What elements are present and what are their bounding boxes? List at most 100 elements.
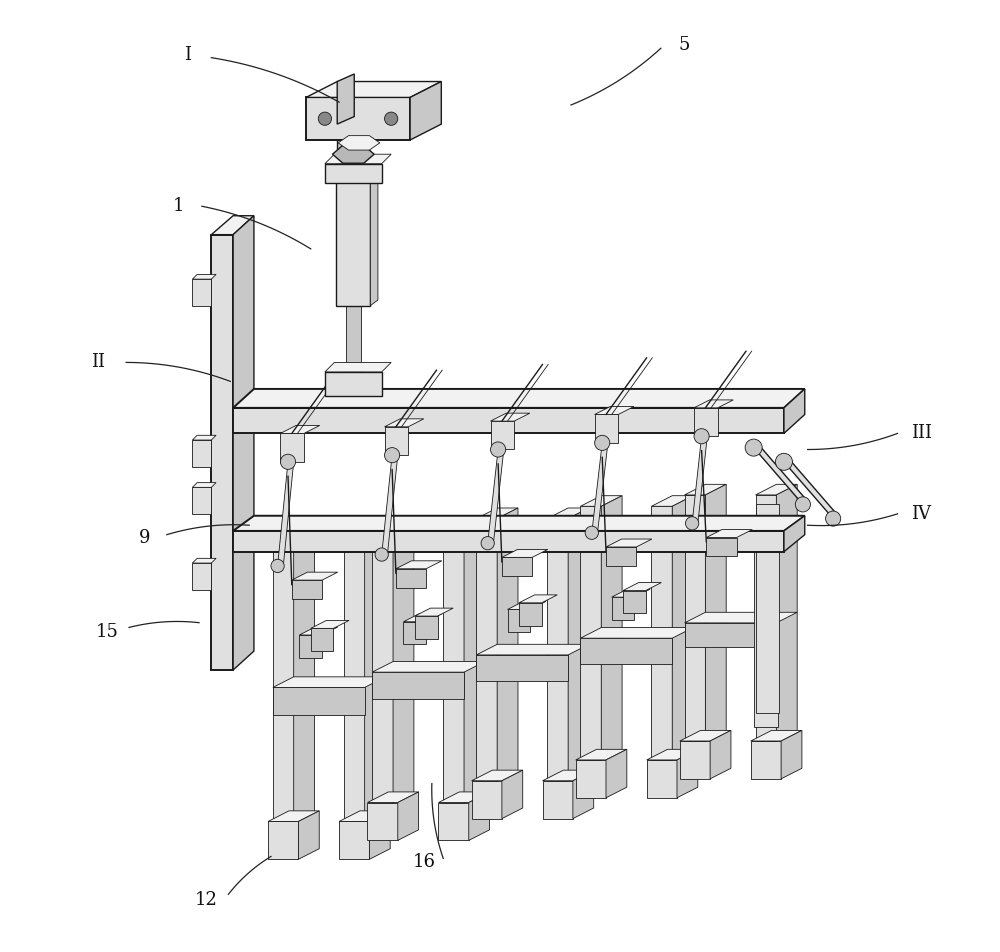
Polygon shape: [325, 154, 391, 164]
Polygon shape: [192, 279, 211, 306]
Circle shape: [385, 447, 400, 463]
Polygon shape: [369, 811, 390, 860]
Polygon shape: [311, 621, 349, 628]
Polygon shape: [233, 407, 784, 433]
Circle shape: [745, 439, 762, 456]
Polygon shape: [647, 760, 677, 798]
Polygon shape: [705, 485, 726, 741]
Polygon shape: [497, 508, 518, 781]
Polygon shape: [592, 443, 608, 533]
Polygon shape: [292, 572, 338, 580]
Polygon shape: [278, 462, 294, 566]
Polygon shape: [706, 529, 752, 538]
Polygon shape: [612, 597, 634, 620]
Polygon shape: [680, 730, 731, 741]
Polygon shape: [685, 623, 776, 647]
Polygon shape: [476, 655, 568, 681]
Polygon shape: [299, 627, 338, 635]
Polygon shape: [367, 792, 419, 803]
Circle shape: [795, 497, 810, 512]
Polygon shape: [233, 516, 805, 531]
Polygon shape: [415, 608, 453, 616]
Polygon shape: [751, 741, 781, 779]
Polygon shape: [543, 770, 594, 781]
Circle shape: [826, 511, 841, 526]
Polygon shape: [573, 770, 594, 819]
Polygon shape: [211, 216, 254, 234]
Polygon shape: [519, 603, 542, 625]
Polygon shape: [403, 614, 442, 622]
Polygon shape: [306, 97, 410, 140]
Polygon shape: [647, 749, 698, 760]
Polygon shape: [568, 508, 589, 781]
Polygon shape: [502, 557, 532, 576]
Polygon shape: [476, 519, 497, 781]
Polygon shape: [672, 496, 693, 760]
Polygon shape: [365, 531, 385, 822]
Polygon shape: [784, 458, 837, 519]
Polygon shape: [294, 531, 314, 822]
Polygon shape: [396, 568, 426, 587]
Polygon shape: [211, 234, 233, 670]
Polygon shape: [502, 770, 523, 819]
Polygon shape: [372, 531, 393, 803]
Circle shape: [375, 548, 388, 561]
Polygon shape: [464, 521, 485, 803]
Polygon shape: [543, 781, 573, 819]
Polygon shape: [710, 730, 731, 779]
Polygon shape: [339, 822, 369, 860]
Polygon shape: [233, 531, 784, 552]
Text: 15: 15: [96, 624, 119, 641]
Text: 1: 1: [172, 197, 184, 215]
Polygon shape: [372, 521, 414, 531]
Polygon shape: [756, 485, 797, 495]
Polygon shape: [372, 672, 464, 700]
Text: 12: 12: [195, 891, 218, 909]
Polygon shape: [443, 521, 485, 531]
Circle shape: [595, 435, 610, 450]
Polygon shape: [370, 168, 378, 306]
Polygon shape: [784, 389, 805, 433]
Polygon shape: [339, 811, 390, 822]
Circle shape: [694, 428, 709, 444]
Circle shape: [280, 454, 296, 469]
Polygon shape: [488, 449, 504, 544]
Polygon shape: [280, 426, 320, 433]
Polygon shape: [601, 496, 622, 760]
Polygon shape: [325, 372, 382, 395]
Polygon shape: [580, 627, 693, 638]
Polygon shape: [677, 749, 698, 798]
Circle shape: [318, 112, 332, 126]
Polygon shape: [680, 741, 710, 779]
Polygon shape: [623, 583, 661, 590]
Polygon shape: [192, 274, 216, 279]
Polygon shape: [338, 135, 380, 150]
Polygon shape: [776, 485, 797, 741]
Polygon shape: [547, 508, 589, 519]
Polygon shape: [547, 519, 568, 781]
Polygon shape: [393, 521, 414, 803]
Polygon shape: [595, 407, 634, 414]
Polygon shape: [382, 455, 398, 555]
Polygon shape: [332, 146, 374, 163]
Polygon shape: [754, 444, 807, 505]
Polygon shape: [268, 822, 298, 860]
Polygon shape: [311, 628, 333, 651]
Circle shape: [385, 112, 398, 126]
Polygon shape: [325, 164, 382, 183]
Polygon shape: [192, 483, 216, 487]
Polygon shape: [346, 306, 361, 382]
Polygon shape: [292, 580, 322, 599]
Polygon shape: [508, 602, 546, 609]
Polygon shape: [751, 730, 802, 741]
Polygon shape: [273, 687, 365, 715]
Polygon shape: [273, 543, 294, 822]
Polygon shape: [623, 590, 646, 613]
Circle shape: [775, 453, 792, 470]
Polygon shape: [651, 496, 693, 506]
Polygon shape: [472, 770, 523, 781]
Polygon shape: [472, 781, 502, 819]
Polygon shape: [344, 531, 385, 543]
Polygon shape: [192, 563, 211, 589]
Polygon shape: [298, 811, 319, 860]
